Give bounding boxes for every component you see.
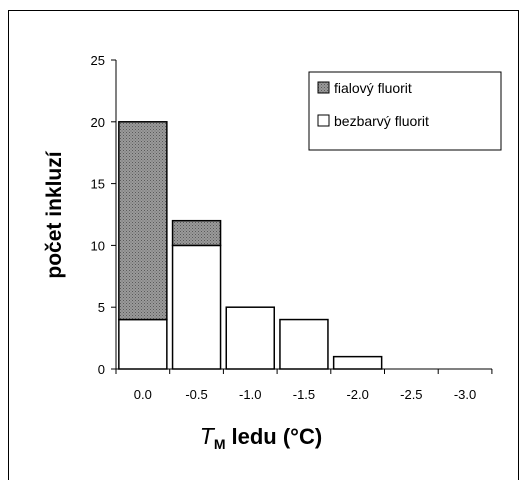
y-tick-label: 25 bbox=[91, 53, 105, 68]
bar bbox=[171, 244, 222, 370]
x-axis-label-subscript: M bbox=[213, 436, 226, 452]
bar bbox=[332, 355, 383, 370]
legend-label: bezbarvý fluorit bbox=[334, 113, 429, 129]
bar bbox=[225, 306, 275, 370]
x-tick-label: 0.0 bbox=[134, 387, 152, 402]
bar bbox=[118, 121, 168, 321]
x-tick-label: -2.0 bbox=[346, 387, 368, 402]
legend-swatch bbox=[317, 114, 330, 127]
y-tick-label: 10 bbox=[91, 238, 105, 253]
legend-box bbox=[308, 71, 502, 151]
y-tick-label: 15 bbox=[91, 177, 105, 192]
x-tick-label: -2.5 bbox=[400, 387, 422, 402]
legend-label: fialový fluorit bbox=[334, 80, 412, 96]
chart-frame bbox=[8, 10, 519, 480]
x-tick-label: -0.5 bbox=[185, 387, 207, 402]
x-tick-label: -1.5 bbox=[293, 387, 315, 402]
y-axis-label: počet inkluzí bbox=[43, 150, 66, 278]
x-tick-label: -1.0 bbox=[239, 387, 261, 402]
bar bbox=[171, 219, 222, 247]
y-tick-label: 20 bbox=[91, 115, 105, 130]
legend: fialový fluorit bezbarvý fluorit bbox=[308, 71, 502, 151]
y-tick-label: 0 bbox=[98, 362, 105, 377]
x-axis-label-symbol: T bbox=[199, 423, 214, 449]
bar bbox=[118, 318, 168, 370]
x-tick-label: -3.0 bbox=[454, 387, 476, 402]
bar bbox=[279, 318, 329, 370]
x-axis-label: TM ledu (°C) bbox=[0, 423, 522, 452]
y-tick-label: 5 bbox=[98, 300, 105, 315]
legend-swatch bbox=[317, 81, 330, 94]
x-axis-label-text: ledu (°C) bbox=[231, 424, 323, 449]
